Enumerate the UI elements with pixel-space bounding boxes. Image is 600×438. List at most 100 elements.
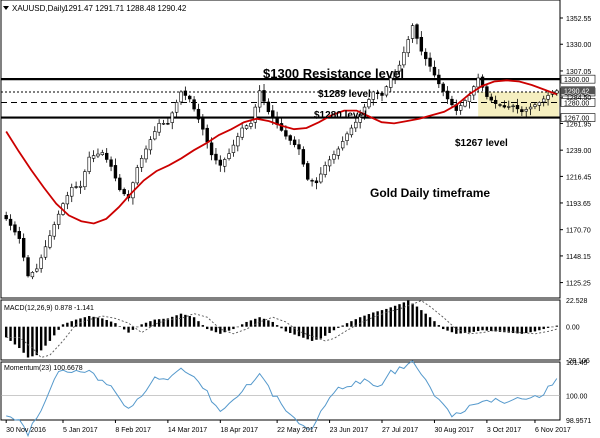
candle-body [17,231,21,239]
candle-body [13,224,17,233]
macd-bar [61,324,65,327]
macd-bar [319,326,323,339]
candle-body [542,98,546,103]
macd-bar [463,326,467,334]
macd-bar [188,316,191,327]
macd-bar [232,326,235,330]
candle-body [546,95,550,100]
candle-body [122,189,126,195]
macd-bar [293,326,296,335]
candle-body [214,153,218,161]
price-tick-label: 1125.25 [566,281,591,288]
candle-body [555,90,559,94]
price-tick-label: 1193.65 [566,201,591,208]
candle-body [205,127,209,143]
x-tick-label: 30 Nov 2016 [6,427,46,434]
macd-bar [171,316,174,327]
candle-body [43,246,48,258]
macd-bar [498,326,502,332]
macd-bar [328,326,331,334]
macd-bar [114,323,117,327]
macd-bar [393,305,397,327]
candle-body [458,105,463,111]
macd-bar [546,326,550,328]
level-tag [560,113,596,122]
level-tag-label: 1280.00 [564,100,589,107]
macd-bar [44,326,47,346]
macd-bar [472,326,475,332]
candle-body [118,177,122,191]
x-tick-label: 8 Feb 2017 [115,427,151,434]
macd-bar [520,326,524,334]
macd-bar [437,325,441,327]
candle-body [179,91,183,103]
macd-tick-label: 22.528 [566,298,588,305]
macd-bar [262,318,266,327]
price-tick-label: 1352.55 [566,16,591,23]
candle-body [271,110,275,119]
candle-body [52,224,56,237]
x-tick-label: 30 Aug 2017 [434,427,473,434]
candle-body [161,123,166,125]
x-tick-label: 23 Jun 2017 [330,427,369,434]
level-tag-label: 1267.00 [564,116,589,123]
candle-body [192,99,196,110]
x-tick-label: 5 Jan 2017 [63,427,98,434]
candle-body [83,171,87,188]
macd-bar [267,320,270,327]
macd-bar [446,326,449,331]
candle-body [345,133,349,141]
level-tag [560,98,596,107]
macd-bar [219,326,222,334]
macd-bar [9,326,12,341]
annotation-1289: $1289 level [318,89,371,100]
candle-body [533,104,537,107]
candle-body [419,36,424,52]
candle-body [327,159,332,167]
macd-bar [201,325,205,327]
candle-body [358,114,362,123]
momentum-panel [1,360,560,438]
candle-body [301,149,306,165]
level-tag [560,74,596,84]
candle-body [96,153,100,157]
macd-bar [227,326,231,331]
price-tick-label: 1239.00 [566,148,591,155]
macd-bar [122,326,126,330]
macd-bar [385,308,388,327]
candle-body [397,64,402,72]
macd-bar [450,326,454,333]
candle-body [135,167,139,184]
macd-bar [254,318,257,327]
candle-body [8,218,13,226]
candle-body [113,165,118,179]
ohlc-label: 1291.47 1291.71 1288.48 1290.42 [64,4,187,13]
candle-body [257,90,262,108]
price-tick-label: 1148.15 [566,254,591,261]
macd-bar [302,326,305,338]
candle-body [323,164,327,175]
macd-bar [468,326,471,333]
macd-bar [53,326,56,336]
candle-body [74,186,78,188]
candle-body [441,83,445,92]
macd-bar [494,326,497,332]
candle-body [367,99,371,108]
macd-bar [459,326,462,334]
candle-body [384,86,389,96]
candle-body [537,102,542,106]
candle-body [48,235,52,248]
candle-body [415,24,419,39]
macd-bar [197,321,200,327]
candle-body [26,257,30,277]
annotation-1300: $1300 Resistance level [263,66,404,81]
chevron-down-icon[interactable] [3,6,9,10]
panel-frame-0 [0,0,561,299]
macd-bar [389,307,392,327]
candle-body [21,237,26,258]
candle-body [515,105,520,110]
macd-bar [109,321,113,327]
macd-bar [551,326,554,328]
macd-bar [22,326,25,353]
